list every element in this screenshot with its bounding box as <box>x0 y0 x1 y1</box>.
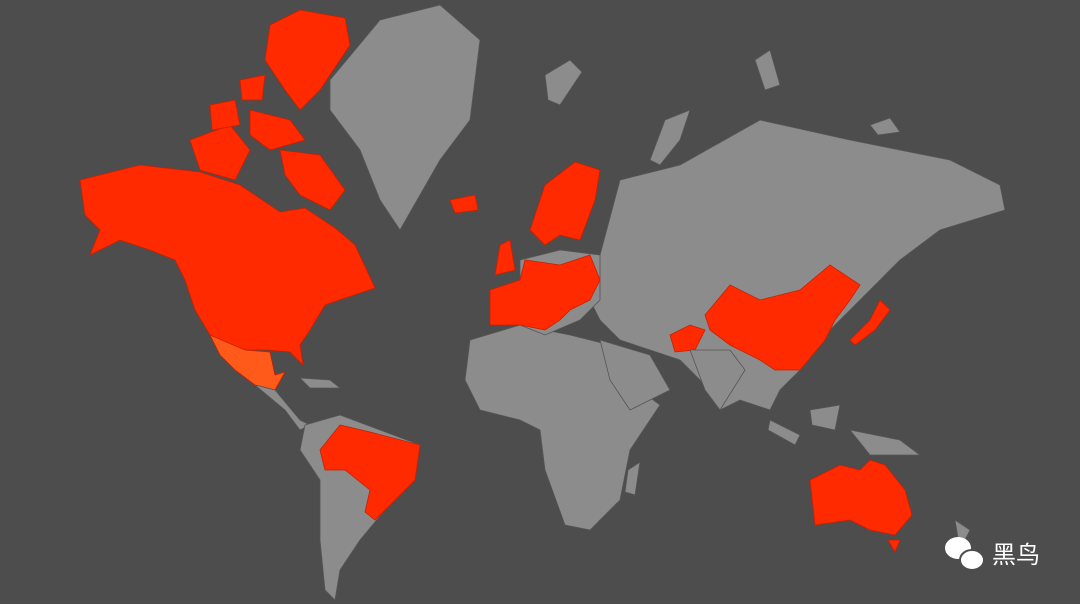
highlighted-country <box>209 334 286 391</box>
highlighted-country <box>209 99 241 131</box>
highlighted-country <box>279 149 346 211</box>
arctic-island <box>544 59 583 106</box>
watermark-text: 黑鸟 <box>992 541 1040 569</box>
island <box>849 429 922 456</box>
arctic-island <box>754 49 781 91</box>
madagascar <box>624 461 641 496</box>
watermark-icon <box>945 537 985 571</box>
arctic-island <box>869 117 901 136</box>
island <box>809 404 841 431</box>
highlighted-country <box>529 161 601 246</box>
highlighted-country <box>264 9 351 111</box>
island <box>767 419 801 446</box>
caribbean <box>298 377 342 389</box>
highlighted-country <box>79 164 376 367</box>
highlighted-country <box>669 324 706 353</box>
arctic-island <box>649 109 691 166</box>
highlighted-country <box>887 539 901 553</box>
highlighted-country <box>249 109 306 151</box>
highlighted-country <box>449 194 479 214</box>
highlighted-country <box>849 299 891 346</box>
india <box>689 349 746 411</box>
highlighted-country <box>704 264 861 371</box>
highlighted-country <box>809 459 913 536</box>
highlighted-country <box>489 254 601 331</box>
highlighted-country <box>319 424 421 521</box>
arabia <box>599 339 671 411</box>
greenland <box>329 4 481 231</box>
highlighted-country <box>494 239 516 276</box>
highlighted-country <box>239 74 266 101</box>
